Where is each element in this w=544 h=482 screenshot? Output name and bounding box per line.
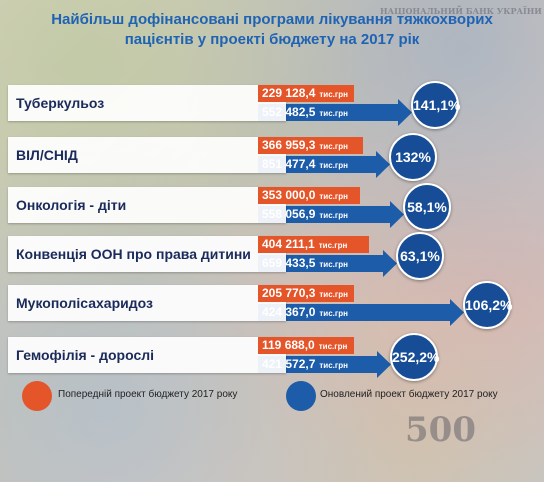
unit-label: тис.грн [319, 211, 348, 220]
category-label: Мукополісахаридоз [8, 285, 286, 321]
category-label: ВІЛ/СНІД [8, 137, 286, 173]
bar-updated-value: 421 572,7 [262, 357, 316, 371]
bar-previous: 353 000,0 тис.грн [258, 187, 360, 204]
unit-label: тис.грн [319, 90, 348, 99]
chart-title: Найбільш дофінансовані програми лікуванн… [0, 10, 544, 50]
bar-previous-value: 205 770,3 [262, 286, 316, 300]
legend-updated-label: Оновлений проект бюджету 2017 року [320, 389, 498, 400]
bar-updated-label: 558 056,9 тис.грн [258, 206, 348, 223]
bar-previous: 366 959,3 тис.грн [258, 137, 363, 154]
legend-previous-dot [22, 381, 52, 411]
unit-label: тис.грн [319, 260, 348, 269]
title-line-2: пацієнтів у проекті бюджету на 2017 рік [124, 31, 420, 48]
increase-percent-badge: 63,1% [396, 232, 444, 280]
bar-previous: 404 211,1 тис.грн [258, 236, 369, 253]
bar-updated-value: 552 482,5 [262, 105, 316, 119]
category-label: Гемофілія - дорослі [8, 337, 286, 373]
bar-previous-value: 353 000,0 [262, 188, 316, 202]
increase-percent-badge: 141,1% [411, 81, 460, 129]
unit-label: тис.грн [318, 241, 348, 250]
bar-updated-value: 659 433,5 [262, 256, 316, 270]
increase-percent-badge: 106,2% [463, 281, 512, 329]
category-label: Туберкульоз [8, 85, 286, 121]
category-label: Конвенція ООН про права дитини [8, 236, 286, 272]
legend-updated-dot [286, 381, 316, 411]
bar-updated-value: 558 056,9 [262, 207, 316, 221]
bar-previous-value: 119 688,0 [262, 338, 315, 352]
category-label: Онкологія - діти [8, 187, 286, 223]
unit-label: тис.грн [319, 161, 348, 170]
bar-previous: 119 688,0 тис.грн [258, 337, 354, 354]
bar-previous-value: 229 128,4 [262, 86, 316, 100]
bar-previous: 229 128,4 тис.грн [258, 85, 354, 102]
unit-label: тис.грн [319, 142, 348, 151]
bar-updated-arrow [258, 250, 397, 277]
banknote-denomination: 500 [405, 410, 476, 450]
bar-updated-label: 421 572,7 тис.грн [258, 356, 348, 373]
bar-updated-arrow [258, 99, 412, 126]
increase-percent-badge: 252,2% [390, 333, 439, 381]
unit-label: тис.грн [319, 192, 348, 201]
bar-updated-label: 851 477,4 тис.грн [258, 156, 348, 173]
unit-label: тис.грн [319, 309, 348, 318]
bar-updated-label: 552 482,5 тис.грн [258, 104, 348, 121]
bar-updated-arrow [258, 151, 390, 178]
bar-updated-arrow [258, 201, 404, 228]
unit-label: тис.грн [319, 361, 348, 370]
banknote-bank-text: НАЦІОНАЛЬНИЙ БАНК УКРАЇНИ [380, 6, 542, 16]
bar-updated-arrow [258, 351, 391, 378]
unit-label: тис.грн [319, 109, 348, 118]
unit-label: тис.грн [318, 342, 348, 351]
bar-previous-value: 404 211,1 [262, 237, 315, 251]
bar-updated-value: 424 367,0 [262, 305, 316, 319]
bar-updated-arrow [258, 299, 464, 326]
bar-updated-value: 851 477,4 [262, 157, 316, 171]
bar-previous: 205 770,3 тис.грн [258, 285, 354, 302]
bar-previous-value: 366 959,3 [262, 138, 316, 152]
bar-updated-label: 424 367,0 тис.грн [258, 304, 348, 321]
legend-previous-label: Попередній проект бюджету 2017 року [58, 389, 238, 400]
increase-percent-badge: 132% [389, 133, 437, 181]
increase-percent-badge: 58,1% [403, 183, 451, 231]
title-line-1: Найбільш дофінансовані програми лікуванн… [51, 11, 493, 28]
bar-updated-label: 659 433,5 тис.грн [258, 255, 348, 272]
unit-label: тис.грн [319, 290, 348, 299]
